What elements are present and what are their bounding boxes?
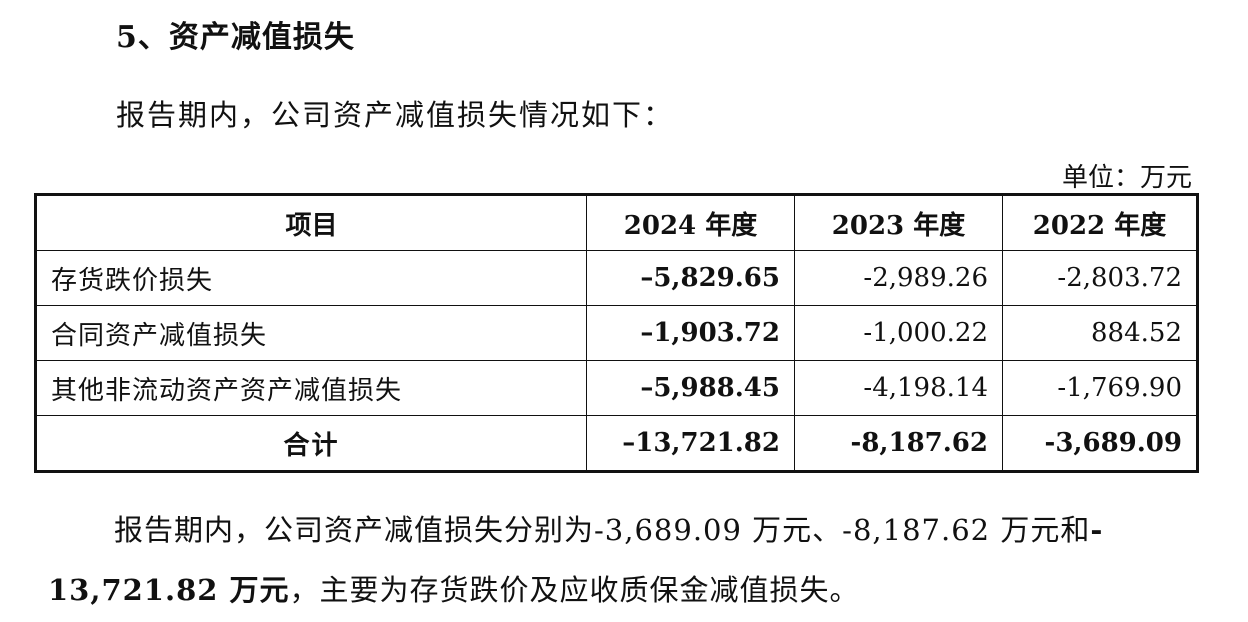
total-value-2022: -3,689.09 xyxy=(1002,415,1198,472)
unit-label: 单位：万元 xyxy=(1061,163,1192,193)
summary-bold-head: 13,721.82 万元 xyxy=(48,573,290,607)
row-value-2022: -2,803.72 xyxy=(1002,250,1198,306)
table-row: 存货跌价损失 –5,829.65 -2,989.26 -2,803.72 xyxy=(35,250,1198,306)
asset-impairment-table: 项目 2024 年度 2023 年度 2022 年度 存货跌价损失 –5,829… xyxy=(34,193,1199,473)
section-heading: 5、资产减值损失 xyxy=(116,20,355,55)
summary-line-1: 报告期内，公司资产减值损失分别为-3,689.09 万元、-8,187.62 万… xyxy=(48,500,1208,560)
header-2023: 2023 年度 xyxy=(794,194,1003,251)
row-item: 合同资产减值损失 xyxy=(35,305,587,361)
row-value-2023: -1,000.22 xyxy=(794,305,1003,361)
total-label: 合计 xyxy=(35,415,587,472)
summary-line-2: 13,721.82 万元，主要为存货跌价及应收质保金减值损失。 xyxy=(48,560,1208,620)
row-value-2024: –5,988.45 xyxy=(586,360,795,416)
summary-text-1: 报告期内，公司资产减值损失分别为-3,689.09 万元、-8,187.62 万… xyxy=(114,513,1091,547)
table-header-row: 项目 2024 年度 2023 年度 2022 年度 xyxy=(35,194,1198,251)
row-value-2024: –1,903.72 xyxy=(586,305,795,361)
summary-text-2: ，主要为存货跌价及应收质保金减值损失。 xyxy=(289,573,860,607)
row-value-2023: -2,989.26 xyxy=(794,250,1003,306)
total-value-2024: –13,721.82 xyxy=(586,415,795,472)
row-item: 存货跌价损失 xyxy=(35,250,587,306)
table-total-row: 合计 –13,721.82 -8,187.62 -3,689.09 xyxy=(35,415,1198,472)
intro-paragraph: 报告期内，公司资产减值损失情况如下： xyxy=(116,98,675,132)
total-value-2023: -8,187.62 xyxy=(794,415,1003,472)
row-value-2022: 884.52 xyxy=(1002,305,1198,361)
header-2022: 2022 年度 xyxy=(1002,194,1198,251)
header-2024: 2024 年度 xyxy=(586,194,795,251)
table-row: 其他非流动资产资产减值损失 –5,988.45 -4,198.14 -1,769… xyxy=(35,360,1198,416)
row-value-2024: –5,829.65 xyxy=(586,250,795,306)
row-item: 其他非流动资产资产减值损失 xyxy=(35,360,587,416)
row-value-2022: -1,769.90 xyxy=(1002,360,1198,416)
row-value-2023: -4,198.14 xyxy=(794,360,1003,416)
summary-paragraph: 报告期内，公司资产减值损失分别为-3,689.09 万元、-8,187.62 万… xyxy=(48,500,1208,620)
header-item: 项目 xyxy=(35,194,587,251)
table-row: 合同资产减值损失 –1,903.72 -1,000.22 884.52 xyxy=(35,305,1198,361)
summary-bold-tail: - xyxy=(1090,513,1104,547)
